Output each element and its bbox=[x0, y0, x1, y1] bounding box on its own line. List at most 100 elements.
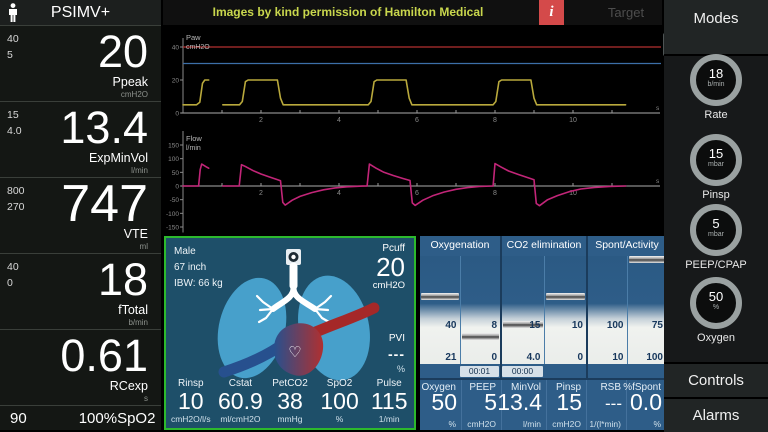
ftotal-value: 18 bbox=[97, 254, 148, 305]
svg-text:-50: -50 bbox=[170, 197, 180, 204]
pulse-readout: Pulse 115 1/min bbox=[370, 378, 408, 424]
banner-message: Images by kind permission of Hamilton Me… bbox=[212, 5, 484, 19]
gauge-spont-1: 100 10 bbox=[588, 256, 627, 364]
svg-text:Flow: Flow bbox=[186, 134, 202, 143]
top-banner: Images by kind permission of Hamilton Me… bbox=[163, 0, 662, 25]
active-mode-label: PSIMV+ bbox=[50, 3, 111, 21]
paw-waveform: 2 4 6 8 10 0 20 40 Paw cmH2O s bbox=[172, 33, 661, 122]
svg-text:6: 6 bbox=[415, 190, 419, 197]
gauge-handle bbox=[421, 292, 459, 300]
pvi-label: PVI bbox=[388, 333, 405, 344]
alarm-limits: 15 4.0 bbox=[7, 109, 22, 137]
gauge-handle bbox=[461, 332, 499, 340]
patient-height: 67 inch bbox=[174, 262, 207, 273]
svg-text:10: 10 bbox=[569, 117, 577, 122]
controls-button[interactable]: Controls bbox=[664, 364, 768, 397]
section-title: CO2 elimination bbox=[506, 239, 582, 251]
rcexp-unit: s bbox=[144, 394, 148, 403]
gauge-oxygenation-2: 8 0 bbox=[459, 256, 500, 364]
svg-text:8: 8 bbox=[493, 190, 497, 197]
oxygen-knob-label: Oxygen bbox=[697, 332, 735, 344]
svg-text:s: s bbox=[656, 178, 660, 185]
oxygen-knob[interactable]: 50% bbox=[690, 277, 742, 329]
fspont-readout: %fSpont 0.0 % bbox=[623, 380, 666, 430]
patient-ibw: IBW: 66 kg bbox=[174, 278, 223, 289]
svg-text:8: 8 bbox=[493, 117, 497, 122]
minvol-readout: MinVol 13.4 l/min bbox=[497, 380, 546, 430]
rate-knob-label: Rate bbox=[704, 109, 728, 121]
peep-cpap-knob[interactable]: 5 mbar bbox=[690, 204, 742, 256]
patient-info: Male 67 inch IBW: 66 kg bbox=[174, 244, 223, 292]
patient-icon bbox=[7, 3, 19, 27]
ppeak-unit: cmH2O bbox=[120, 90, 148, 99]
measurement-row: Rinsp 10 cmH2O/l/s Cstat 60.9 ml/cmH2O P… bbox=[166, 378, 414, 424]
vte-value: 747 bbox=[61, 175, 148, 233]
gauge-co2-2: 10 0 bbox=[543, 256, 586, 364]
co2-timer: 00:00 bbox=[502, 366, 543, 377]
gauge-spont-2: 75 100 bbox=[626, 256, 666, 364]
pvi-value: --- bbox=[388, 346, 405, 362]
alarm-limits: 800 270 bbox=[7, 185, 25, 213]
section-title: Oxygenation bbox=[430, 239, 490, 251]
gauge-oxygenation-1: 40 21 bbox=[420, 256, 460, 364]
cstat-readout: Cstat 60.9 ml/cmH2O bbox=[218, 378, 263, 424]
section-oxygenation: Oxygenation 40 21 8 0 00:01 bbox=[420, 236, 500, 378]
pvi-unit: % bbox=[396, 364, 405, 374]
alarms-button[interactable]: Alarms bbox=[664, 399, 768, 432]
monitor-panel-ppeak[interactable]: 40 5 20 Ppeak cmH2O bbox=[0, 25, 161, 101]
info-icon[interactable]: i bbox=[539, 0, 564, 25]
rinsp-readout: Rinsp 10 cmH2O/l/s bbox=[170, 378, 211, 424]
patient-panel[interactable]: Male 67 inch IBW: 66 kg bbox=[164, 236, 416, 430]
svg-text:Paw: Paw bbox=[186, 33, 201, 42]
spo2-limit-row[interactable]: 90 100% SpO2 bbox=[0, 405, 161, 430]
svg-text:2: 2 bbox=[259, 190, 263, 197]
monitor-panel-ftotal[interactable]: 40 0 18 fTotal b/min bbox=[0, 253, 161, 329]
svg-text:50: 50 bbox=[172, 170, 180, 177]
pinsp-knob-label: Pinsp bbox=[702, 189, 730, 201]
monitoring-column: PSIMV+ 40 5 20 Ppeak cmH2O 15 4.0 13.4 Exp… bbox=[0, 0, 161, 432]
vent-status-panel[interactable]: Oxygenation 40 21 8 0 00:01 bbox=[420, 236, 666, 430]
svg-text:l/min: l/min bbox=[186, 145, 201, 152]
ftotal-label: fTotal bbox=[118, 303, 148, 317]
waveform-area: 2 4 6 8 10 0 20 40 Paw cmH2O s 2 4 6 8 10 150 100 50 0 -50-… bbox=[163, 25, 662, 235]
gauge-co2-1: 15 4.0 bbox=[502, 256, 544, 364]
monitor-panel-rcexp[interactable]: 0.61 RCexp s bbox=[0, 329, 161, 405]
main-area: Images by kind permission of Hamilton Me… bbox=[163, 0, 666, 432]
spo2-low-limit: 90 bbox=[10, 409, 27, 427]
spo2-readout: SpO2 100 % bbox=[320, 378, 359, 424]
svg-text:2: 2 bbox=[259, 117, 263, 122]
spo2-row-label: SpO2 bbox=[117, 409, 156, 427]
svg-text:6: 6 bbox=[415, 117, 419, 122]
rcexp-label: RCexp bbox=[109, 379, 148, 393]
pinsp-readout: Pinsp 15 cmH2O bbox=[546, 380, 586, 430]
expminvol-label: ExpMinVol bbox=[88, 151, 148, 165]
monitor-panel-vte[interactable]: 800 270 747 VTE ml bbox=[0, 175, 161, 253]
mode-header[interactable]: PSIMV+ bbox=[0, 0, 161, 25]
monitor-panel-expminvol[interactable]: 15 4.0 13.4 ExpMinVol l/min bbox=[0, 101, 161, 177]
gauge-handle bbox=[503, 320, 543, 328]
modes-button[interactable]: Modes bbox=[664, 0, 768, 54]
pcuff-unit: cmH2O bbox=[372, 280, 405, 291]
alarm-limits: 40 5 bbox=[7, 33, 19, 61]
ftotal-unit: b/min bbox=[128, 318, 148, 327]
oxygenation-timer: 00:01 bbox=[460, 366, 499, 377]
expminvol-value: 13.4 bbox=[60, 102, 148, 153]
svg-text:100: 100 bbox=[168, 156, 179, 163]
svg-text:4: 4 bbox=[337, 117, 341, 122]
pcuff-readout: Pcuff 20 cmH2O bbox=[373, 243, 405, 291]
svg-text:10: 10 bbox=[569, 190, 577, 197]
pinsp-knob[interactable]: 15 mbar bbox=[690, 134, 742, 186]
target-tab: Target bbox=[607, 5, 645, 20]
svg-text:20: 20 bbox=[172, 78, 180, 85]
rate-knob[interactable]: 18 b/min bbox=[690, 54, 742, 106]
svg-text:150: 150 bbox=[168, 143, 179, 150]
ppeak-label: Ppeak bbox=[112, 75, 148, 89]
ppeak-value: 20 bbox=[97, 26, 148, 77]
svg-text:-150: -150 bbox=[166, 224, 179, 231]
section-spont-activity: Spont/Activity 100 10 75 100 bbox=[588, 236, 666, 378]
rsb-readout: RSB --- 1/(l*min) bbox=[586, 380, 626, 430]
svg-text:cmH2O: cmH2O bbox=[186, 44, 210, 51]
gauge-handle bbox=[545, 292, 585, 300]
svg-text:0: 0 bbox=[175, 111, 179, 118]
